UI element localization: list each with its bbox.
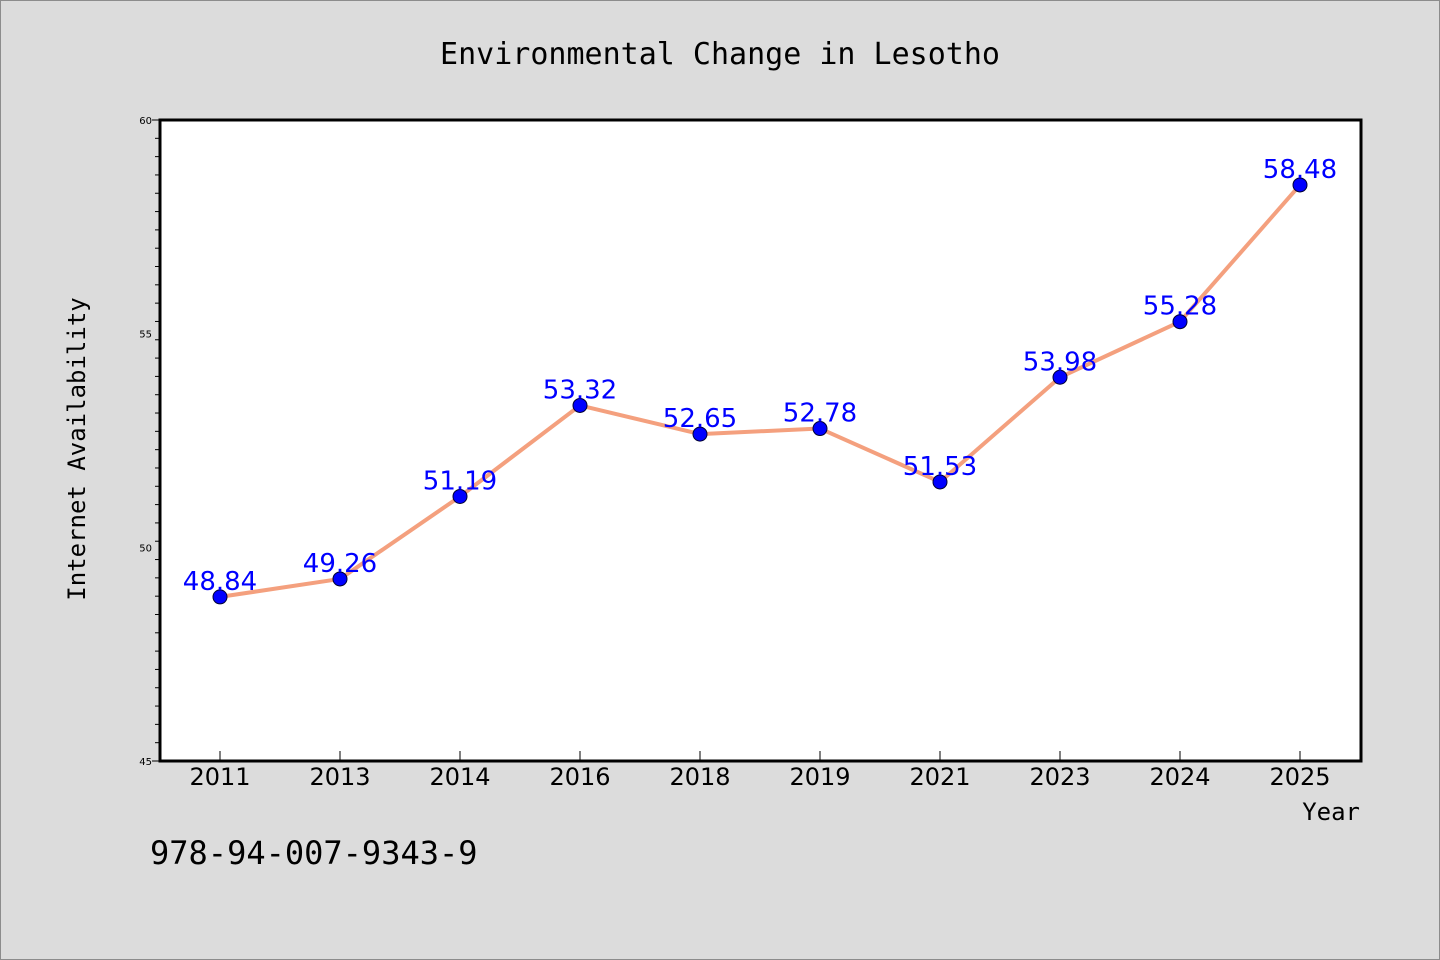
y-tick-label: 45	[139, 757, 152, 768]
x-tick-label: 2014	[429, 763, 490, 791]
data-point	[212, 589, 228, 605]
data-point	[572, 397, 588, 413]
data-label: 51.19	[423, 466, 497, 496]
data-point	[1292, 177, 1308, 193]
x-tick-label: 2019	[789, 763, 850, 791]
data-point	[1172, 314, 1188, 330]
data-point	[692, 426, 708, 442]
series-line	[218, 182, 1302, 599]
data-label: 55.28	[1143, 292, 1217, 322]
x-tick-label: 2024	[1149, 763, 1210, 791]
data-point	[332, 571, 348, 587]
x-tick-label: 2023	[1029, 763, 1090, 791]
data-label: 49.26	[303, 549, 377, 579]
data-point	[932, 474, 948, 490]
x-tick-label: 2018	[669, 763, 730, 791]
data-label: 53.98	[1023, 347, 1097, 377]
y-tick-label: 60	[139, 116, 152, 127]
x-tick-label: 2013	[309, 763, 370, 791]
chart-title: Environmental Change in Lesotho	[440, 37, 1000, 72]
data-label: 58.48	[1263, 155, 1337, 185]
data-point	[1052, 369, 1068, 385]
y-axis: 45 50 55 60	[139, 116, 160, 768]
data-point	[452, 488, 468, 504]
x-tick-label: 2021	[909, 763, 970, 791]
data-labels: 48.84 49.26 51.19 53.32 52.65 52.78 51.53 53.98…	[183, 155, 1337, 597]
data-label: 52.78	[783, 399, 857, 429]
data-label: 53.32	[543, 375, 617, 405]
y-tick-label: 50	[139, 543, 152, 554]
plot-area	[158, 118, 1363, 763]
series-markers	[212, 177, 1308, 605]
isbn-annotation: 978-94-007-9343-9	[150, 834, 478, 872]
x-tick-label: 2011	[189, 763, 250, 791]
x-tick-label: 2025	[1269, 763, 1330, 791]
x-tick-label: 2016	[549, 763, 610, 791]
data-point	[812, 421, 828, 437]
data-label: 52.65	[663, 404, 737, 434]
data-label: 48.84	[183, 567, 257, 597]
x-axis: 2011 2013 2014 2016 2018 2019 2021 2023 2024 2025	[189, 751, 1331, 791]
x-axis-label: Year	[1302, 798, 1360, 826]
y-axis-label: Internet Availability	[63, 297, 91, 600]
y-tick-label: 55	[139, 330, 152, 341]
data-label: 51.53	[903, 452, 977, 482]
